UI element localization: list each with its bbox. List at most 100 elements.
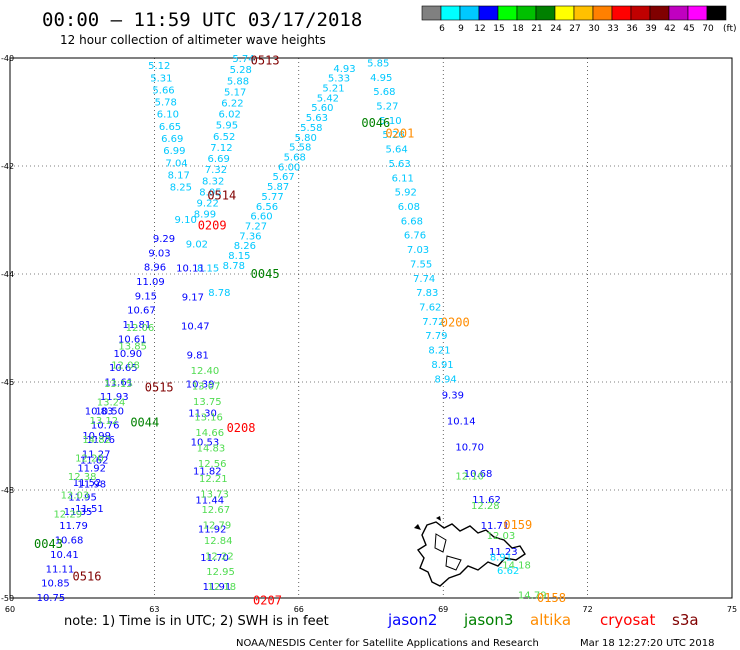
wave-height-value: 5.28 — [230, 65, 252, 76]
wave-height-value: 6.69 — [161, 134, 183, 145]
wave-height-value: 5.66 — [152, 85, 174, 96]
wave-height-value: 6.60 — [250, 212, 272, 223]
wave-height-value: 5.87 — [267, 182, 289, 193]
wave-height-value: 5.67 — [273, 172, 295, 183]
satellite-track: 10.83 10.99 11.62 11.98 11.51 — [75, 407, 113, 515]
wave-height-value: 5.33 — [328, 74, 350, 85]
wave-height-value: 13.24 — [97, 398, 126, 409]
satellite-legend-jason2: jason2 — [387, 611, 437, 629]
footer-credit: NOAA/NESDIS Center for Satellite Applica… — [236, 638, 539, 649]
scale-label: 21 — [531, 24, 542, 34]
x-tick-label: 63 — [149, 605, 159, 614]
wave-height-value: 10.11 — [176, 264, 205, 275]
wave-height-value: 10.47 — [181, 322, 210, 333]
wave-height-value: 5.12 — [148, 61, 170, 72]
wave-height-value: 10.39 — [186, 379, 215, 390]
satellite-track: 9.10 9.02 8.15 8.78 — [175, 215, 231, 299]
wave-height-value: 12.10 — [455, 472, 484, 483]
satellite-legend-jason3: jason3 — [463, 611, 513, 629]
wave-height-value: 12.40 — [191, 366, 220, 377]
wave-height-value: 12.08 — [111, 360, 140, 371]
wave-height-value: 6.11 — [392, 173, 414, 184]
wave-height-value: 5.10 — [379, 116, 401, 127]
satellite-legend-altika: altika — [530, 611, 571, 629]
scale-swatch — [440, 5, 461, 21]
wave-height-value: 8.32 — [202, 176, 224, 187]
wave-height-value: 10.14 — [447, 417, 476, 428]
wave-height-value: 8.91 — [431, 360, 453, 371]
pass-time-label: 0515 — [145, 380, 174, 394]
scale-label: 42 — [664, 24, 675, 34]
scale-swatch — [649, 5, 670, 21]
scale-label: 27 — [569, 24, 580, 34]
scale-label: 33 — [607, 24, 618, 34]
scale-label: 24 — [550, 24, 562, 34]
x-tick-label: 72 — [583, 605, 593, 614]
wave-height-value: 14.82 — [82, 435, 111, 446]
wave-height-value: 6.62 — [497, 566, 519, 577]
wave-height-value: 6.99 — [163, 146, 185, 157]
wave-height-value: 11.98 — [78, 480, 107, 491]
wave-height-value: 11.70 — [200, 553, 229, 564]
wave-height-value: 5.80 — [295, 133, 317, 144]
pass-time-label: 0201 — [385, 127, 414, 141]
wave-height-value: 11.76 — [86, 435, 115, 446]
wave-height-value: 10.61 — [118, 334, 147, 345]
wave-height-value: 9.10 — [175, 215, 197, 226]
y-tick-label: -48 — [1, 486, 14, 495]
wave-height-value: 12.28 — [471, 501, 500, 512]
pass-time-label: 0516 — [73, 569, 102, 583]
pass-time-label: 0158 — [537, 591, 566, 605]
wave-height-value: 9.03 — [148, 248, 170, 259]
wave-height-value: 9.17 — [182, 293, 204, 304]
scale-swatch — [573, 5, 594, 21]
pass-time-label: 0159 — [503, 518, 532, 532]
wave-height-value: 11.62 — [472, 495, 501, 506]
satellite-track: 5.85 4.95 5.68 5.27 5.10 5.26 5.64 5.63 6.11 5.92… — [367, 58, 457, 385]
wave-height-value: 8.17 — [168, 170, 190, 181]
wave-height-value: 8.91 — [490, 553, 512, 564]
wave-height-value: 5.31 — [150, 73, 172, 84]
wave-height-value: 11.35 — [64, 507, 93, 518]
scale-label: 15 — [493, 24, 504, 34]
wave-height-value: 5.88 — [227, 76, 249, 87]
wave-height-value: 5.58 — [289, 143, 311, 154]
wave-height-value: 13.12 — [90, 416, 119, 427]
satellite-track: 12.06 13.85 12.08 13.15 13.24 13.12 14.82 12.20… — [53, 323, 154, 520]
wave-height-value: 11.62 — [80, 455, 109, 466]
pass-time-labels: 0513 0514 0515 0516 0209 0208 0207 0046 0045 0044… — [34, 54, 566, 608]
wave-height-value: 5.95 — [216, 121, 238, 132]
wave-height-value: 10.75 — [37, 593, 66, 604]
satellite-legend: jason2 jason3 altika cryosat s3a — [387, 611, 699, 629]
satellite-track: 5.125.315.66 5.786.106.656.696.997.048.17… — [148, 61, 192, 194]
wave-height-value: 9.29 — [153, 234, 175, 245]
wave-height-value: 8.96 — [144, 263, 166, 274]
wave-height-value: 14.66 — [195, 428, 224, 439]
wave-height-value: 6.08 — [398, 202, 420, 213]
wave-height-value: 8.94 — [434, 374, 456, 385]
wave-height-value: 10.99 — [82, 431, 111, 442]
wave-height-value: 5.58 — [300, 123, 322, 134]
wave-height-value: 7.32 — [205, 165, 227, 176]
pass-time-label: 0514 — [207, 189, 236, 203]
scale-swatch — [497, 5, 518, 21]
wave-height-value: 11.30 — [188, 408, 217, 419]
wave-height-value: 5.63 — [389, 159, 411, 170]
scale-unit: (ft) — [723, 24, 737, 34]
scale-swatch — [668, 5, 689, 21]
wave-height-value: 5.63 — [306, 113, 328, 124]
pass-time-label: 0200 — [441, 316, 470, 330]
wave-height-value: 10.41 — [50, 550, 79, 561]
wave-height-value: 12.29 — [53, 509, 82, 520]
wave-height-value: 5.85 — [367, 58, 389, 69]
pass-time-label: 0513 — [251, 54, 280, 68]
wave-height-value: 7.72 — [422, 317, 444, 328]
wave-height-value: 7.83 — [416, 288, 438, 299]
chart-subtitle: 12 hour collection of altimeter wave hei… — [60, 33, 326, 47]
wave-height-value: 12.84 — [204, 536, 233, 547]
x-tick-label: 69 — [438, 605, 448, 614]
wave-height-value: 6.68 — [401, 216, 423, 227]
wave-height-value: 13.73 — [200, 490, 229, 501]
scale-swatch — [592, 5, 613, 21]
